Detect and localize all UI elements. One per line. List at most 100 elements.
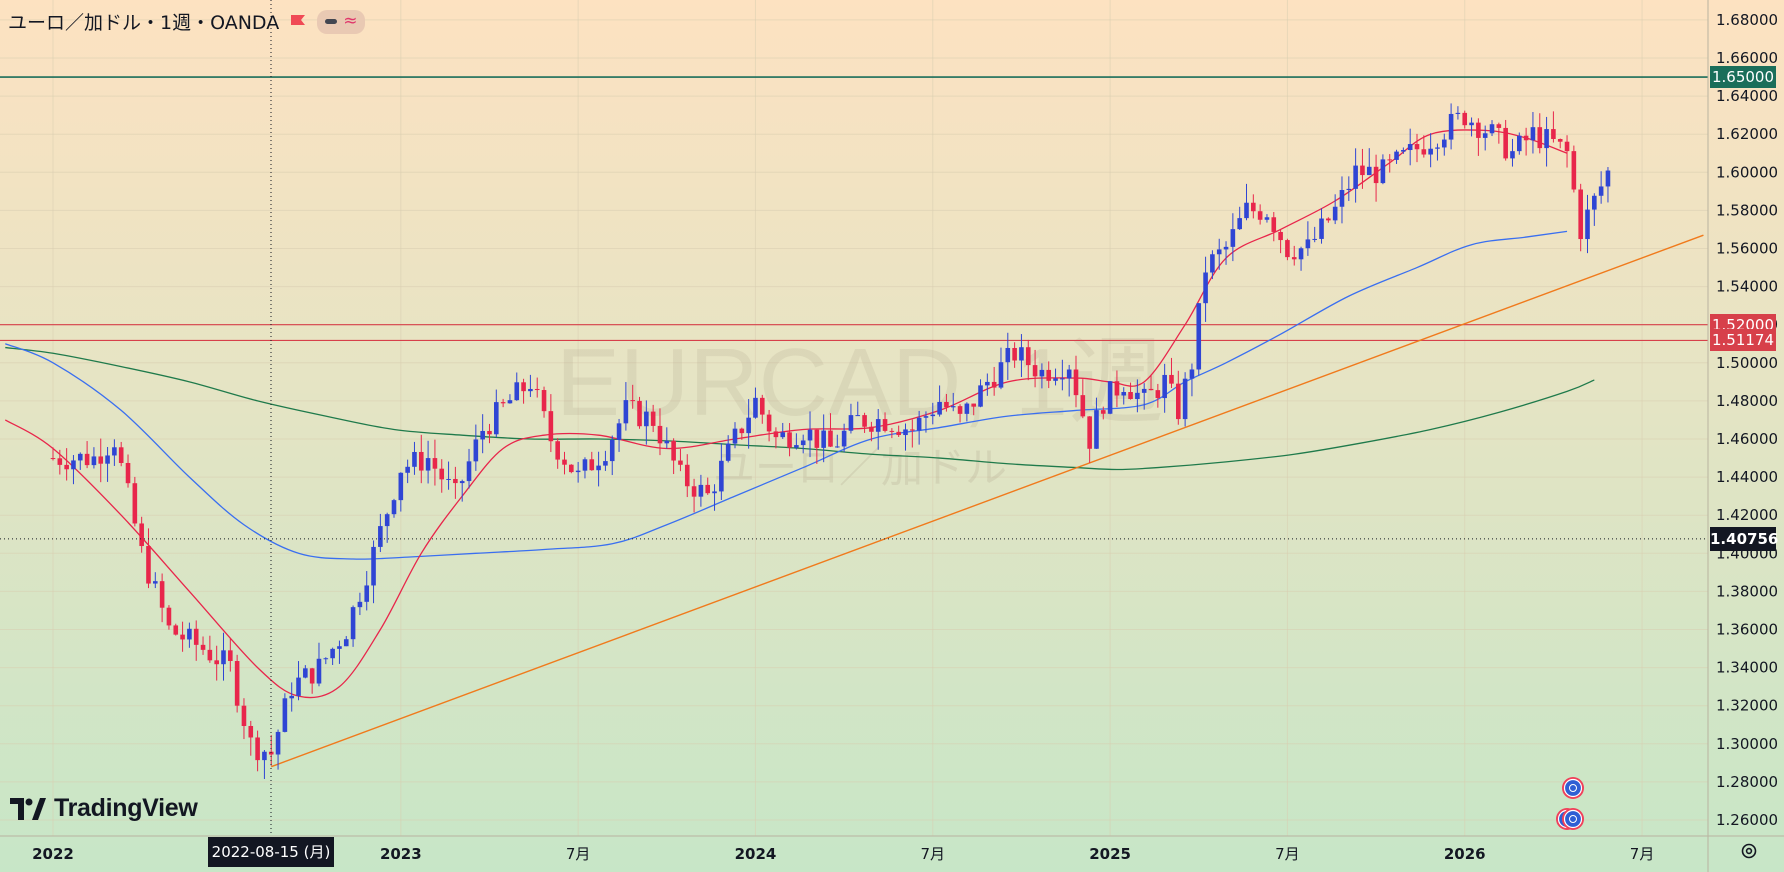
candle: [1210, 250, 1215, 280]
candle: [132, 476, 138, 527]
trendline-group[interactable]: [270, 234, 1704, 768]
candle: [64, 448, 69, 481]
watermark-name: ユーロ／加ドル: [713, 443, 1007, 492]
horizontal-lines[interactable]: [0, 76, 1708, 342]
price-tag: 1.65000: [1710, 66, 1776, 89]
candle: [118, 441, 124, 467]
candle: [1557, 138, 1563, 149]
candle: [862, 412, 867, 433]
candle: [1025, 339, 1031, 381]
candle: [453, 466, 458, 499]
candle: [562, 451, 567, 475]
candle: [262, 750, 267, 779]
tradingview-logo-icon: [10, 797, 46, 820]
candle: [337, 640, 342, 664]
candle: [555, 438, 560, 469]
ma-slow-line: [5, 346, 1595, 471]
candle: [371, 540, 376, 604]
candle: [391, 498, 397, 518]
candle: [1291, 245, 1297, 266]
candle: [1005, 332, 1011, 380]
candle: [77, 452, 83, 470]
symbol-title[interactable]: ユーロ／加ドル・1週・OANDA: [8, 12, 280, 34]
candle: [364, 571, 370, 611]
candle: [828, 413, 833, 448]
candle: [200, 636, 206, 655]
candle: [384, 512, 390, 543]
candle: [534, 377, 540, 398]
candle: [1448, 103, 1454, 150]
x-tick-label: 7月: [1275, 845, 1300, 863]
candle: [1326, 217, 1331, 223]
candle: [1482, 125, 1488, 151]
flag-icon[interactable]: [289, 13, 307, 31]
event-marker-icon: [1562, 808, 1584, 830]
y-tick-label: 1.38000: [1716, 582, 1778, 600]
chart-header: ユーロ／加ドル・1週・OANDA ≈: [8, 8, 366, 35]
candle: [664, 427, 670, 449]
candle: [528, 374, 533, 397]
candle: [500, 398, 506, 408]
tradingview-logo[interactable]: TradingView: [10, 794, 198, 823]
event-marker-icon: [1562, 777, 1584, 799]
crosshair-price-tag: 1.40756: [1710, 526, 1778, 551]
indicator-pill[interactable]: ≈: [317, 9, 366, 34]
candle: [753, 387, 758, 419]
candle: [1148, 375, 1154, 391]
candle: [978, 379, 983, 408]
candle: [357, 592, 363, 616]
candle: [964, 402, 970, 422]
candle: [1053, 368, 1058, 386]
candle: [1592, 193, 1597, 226]
candle: [1073, 355, 1079, 408]
candle: [691, 478, 697, 513]
y-tick-label: 1.30000: [1716, 735, 1778, 753]
candle: [684, 454, 690, 498]
candle: [903, 423, 908, 451]
candle: [330, 647, 335, 666]
candle: [1578, 183, 1583, 252]
candle: [1285, 238, 1290, 261]
candle: [1080, 379, 1086, 419]
crosshair: [0, 0, 1708, 836]
candle: [207, 635, 213, 663]
candle: [739, 427, 745, 440]
candle: [1100, 406, 1106, 420]
y-tick-label: 1.44000: [1716, 468, 1778, 486]
x-tick-label: 2026: [1444, 845, 1486, 863]
settings-gear-icon[interactable]: [1736, 836, 1762, 866]
candle: [180, 621, 185, 652]
candle: [1128, 382, 1133, 400]
candle: [705, 477, 711, 495]
candle: [139, 516, 144, 553]
candle: [248, 720, 254, 756]
candle: [1517, 132, 1522, 155]
y-tick-label: 1.26000: [1716, 811, 1778, 829]
y-tick-label: 1.64000: [1716, 87, 1778, 105]
candle: [1537, 113, 1543, 154]
candle: [609, 435, 615, 476]
candle: [1298, 246, 1304, 271]
candle: [1251, 194, 1256, 219]
y-tick-label: 1.34000: [1716, 659, 1778, 677]
candle: [1503, 119, 1508, 161]
candle: [835, 434, 840, 448]
candle: [991, 366, 997, 396]
candle: [1312, 226, 1317, 243]
candle: [1264, 214, 1270, 223]
candle: [166, 605, 172, 630]
candle: [1141, 383, 1147, 410]
candle: [1319, 208, 1324, 244]
candle: [439, 459, 445, 493]
candle: [1394, 149, 1399, 164]
trendline: [270, 234, 1704, 768]
candle: [241, 698, 247, 740]
candle: [1237, 206, 1242, 230]
candle: [159, 573, 165, 623]
candle: [746, 399, 751, 449]
candle: [1510, 138, 1515, 167]
candle: [1455, 106, 1461, 120]
candle: [425, 440, 431, 484]
